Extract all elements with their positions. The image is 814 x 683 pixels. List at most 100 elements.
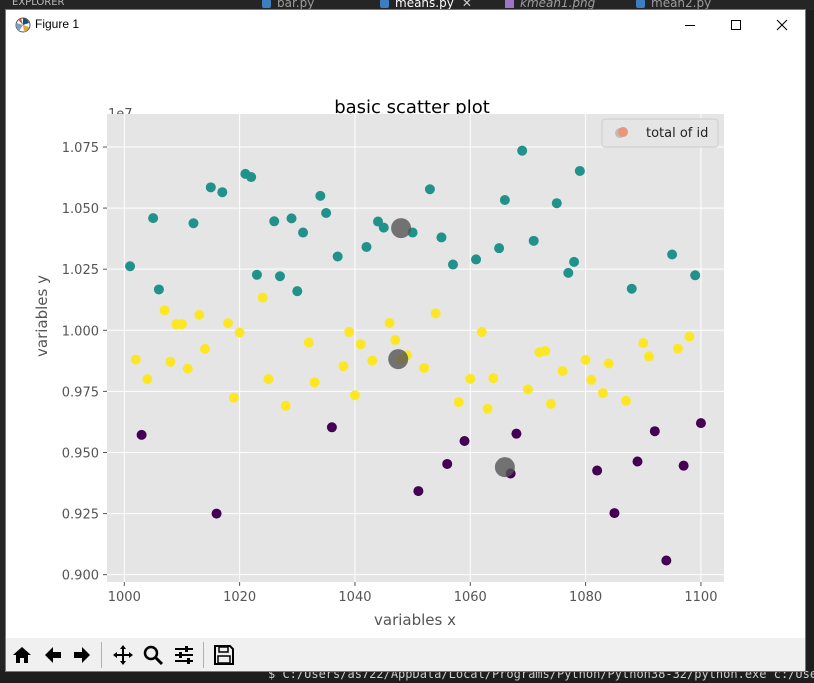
data-point-yellow: [257, 292, 268, 303]
data-point-yellow: [557, 366, 568, 377]
data-point-teal: [315, 190, 326, 201]
data-point-yellow: [522, 384, 533, 395]
data-point-purple: [326, 422, 337, 433]
data-point-yellow: [303, 337, 314, 348]
data-point-yellow: [453, 397, 464, 408]
data-point-yellow: [644, 351, 655, 362]
data-point-teal: [551, 198, 562, 209]
y-tick-label: 0.900: [62, 569, 99, 584]
data-point-yellow: [228, 392, 239, 403]
y-axis-label: variables y: [33, 275, 51, 357]
editor-tab-bar: EXPLORER bar.py means.py ✕ kmean1.png mea…: [0, 0, 814, 10]
data-point-yellow: [344, 326, 355, 337]
data-point-yellow: [142, 374, 153, 385]
y-tick-label: 1.050: [62, 202, 99, 217]
y-tick-label: 1.075: [62, 141, 99, 156]
data-point-teal: [269, 216, 280, 227]
data-point-teal: [569, 256, 580, 267]
data-point-yellow: [223, 318, 234, 329]
data-point-yellow: [430, 308, 441, 319]
data-point-purple: [678, 460, 689, 471]
data-point-teal: [361, 241, 372, 252]
data-point-yellow: [309, 377, 320, 388]
save-button[interactable]: [210, 641, 238, 669]
tab-bar-py[interactable]: bar.py: [262, 0, 314, 10]
zoom-button[interactable]: [139, 641, 167, 669]
data-point-teal: [188, 218, 199, 229]
data-point-yellow: [482, 403, 493, 414]
centroid-point: [391, 218, 412, 239]
pan-button[interactable]: [109, 641, 137, 669]
pan-icon: [113, 645, 133, 665]
y-tick-label: 0.950: [62, 446, 99, 461]
close-button[interactable]: [759, 10, 805, 40]
data-point-teal: [332, 251, 343, 262]
data-point-teal: [690, 270, 701, 281]
data-point-yellow: [349, 390, 360, 401]
data-point-yellow: [384, 317, 395, 328]
minimize-icon: [685, 25, 695, 26]
data-point-purple: [459, 435, 470, 446]
figure-canvas[interactable]: basic scatter plot 1e7 10001020104010601…: [6, 40, 805, 638]
matplotlib-logo-icon: [15, 17, 31, 33]
data-point-teal: [217, 187, 228, 198]
data-point-teal: [626, 283, 637, 294]
data-point-yellow: [603, 358, 614, 369]
x-tick-label: 1020: [223, 590, 256, 605]
data-point-yellow: [130, 354, 141, 365]
data-point-yellow: [597, 388, 608, 399]
x-tick-label: 1080: [569, 590, 602, 605]
data-point-yellow: [176, 319, 187, 330]
data-point-teal: [292, 286, 303, 297]
back-button[interactable]: [39, 641, 67, 669]
plot-area: 1000 1020 1040 1060 1080 1100 0.900 0.925 0.950 0…: [62, 114, 724, 605]
data-point-teal: [274, 271, 285, 282]
data-point-purple: [632, 456, 643, 467]
data-point-teal: [321, 207, 332, 218]
data-point-yellow: [580, 354, 591, 365]
data-point-teal: [205, 182, 216, 193]
image-file-icon: [505, 0, 514, 8]
y-tick-label: 1.000: [62, 324, 99, 339]
title-bar[interactable]: Figure 1: [6, 10, 805, 40]
data-point-teal: [528, 235, 539, 246]
editor-left-rail: [0, 10, 7, 683]
terminal-panel: [0, 670, 814, 683]
data-point-teal: [447, 259, 458, 270]
data-point-yellow: [263, 374, 274, 385]
home-button[interactable]: [8, 641, 36, 669]
forward-button[interactable]: [68, 641, 96, 669]
forward-arrow-icon: [74, 647, 90, 663]
toolbar-separator: [101, 642, 102, 668]
configure-subplots-icon: [175, 646, 193, 664]
data-point-yellow: [390, 335, 401, 346]
tab-kmean1-png[interactable]: kmean1.png: [505, 0, 595, 10]
back-arrow-icon: [45, 647, 61, 663]
x-tick-label: 1040: [338, 590, 371, 605]
data-point-teal: [251, 269, 262, 280]
close-icon[interactable]: ✕: [461, 0, 472, 10]
data-point-purple: [695, 418, 706, 429]
x-tick-label: 1100: [684, 590, 717, 605]
data-point-yellow: [338, 361, 349, 372]
configure-subplots-button[interactable]: [170, 641, 198, 669]
data-point-teal: [667, 249, 678, 260]
tab-means-py[interactable]: means.py ✕: [380, 0, 472, 10]
data-point-yellow: [159, 305, 170, 316]
data-point-teal: [471, 254, 482, 265]
minimize-button[interactable]: [667, 10, 713, 40]
centroid-point: [494, 457, 515, 478]
data-point-teal: [148, 213, 159, 224]
legend-label: total of id: [646, 126, 708, 141]
python-file-icon: [380, 0, 389, 8]
zoom-icon: [143, 645, 164, 666]
data-point-purple: [661, 555, 672, 566]
data-point-teal: [563, 267, 574, 278]
maximize-button[interactable]: [713, 10, 759, 40]
figure-window: Figure 1 basic scatter plot 1e7 10001020…: [6, 10, 805, 671]
data-point-yellow: [540, 346, 551, 357]
window-title: Figure 1: [35, 17, 80, 31]
tab-mean2-py[interactable]: mean2.py: [636, 0, 711, 10]
data-point-teal: [574, 165, 585, 176]
maximize-icon: [731, 20, 741, 30]
